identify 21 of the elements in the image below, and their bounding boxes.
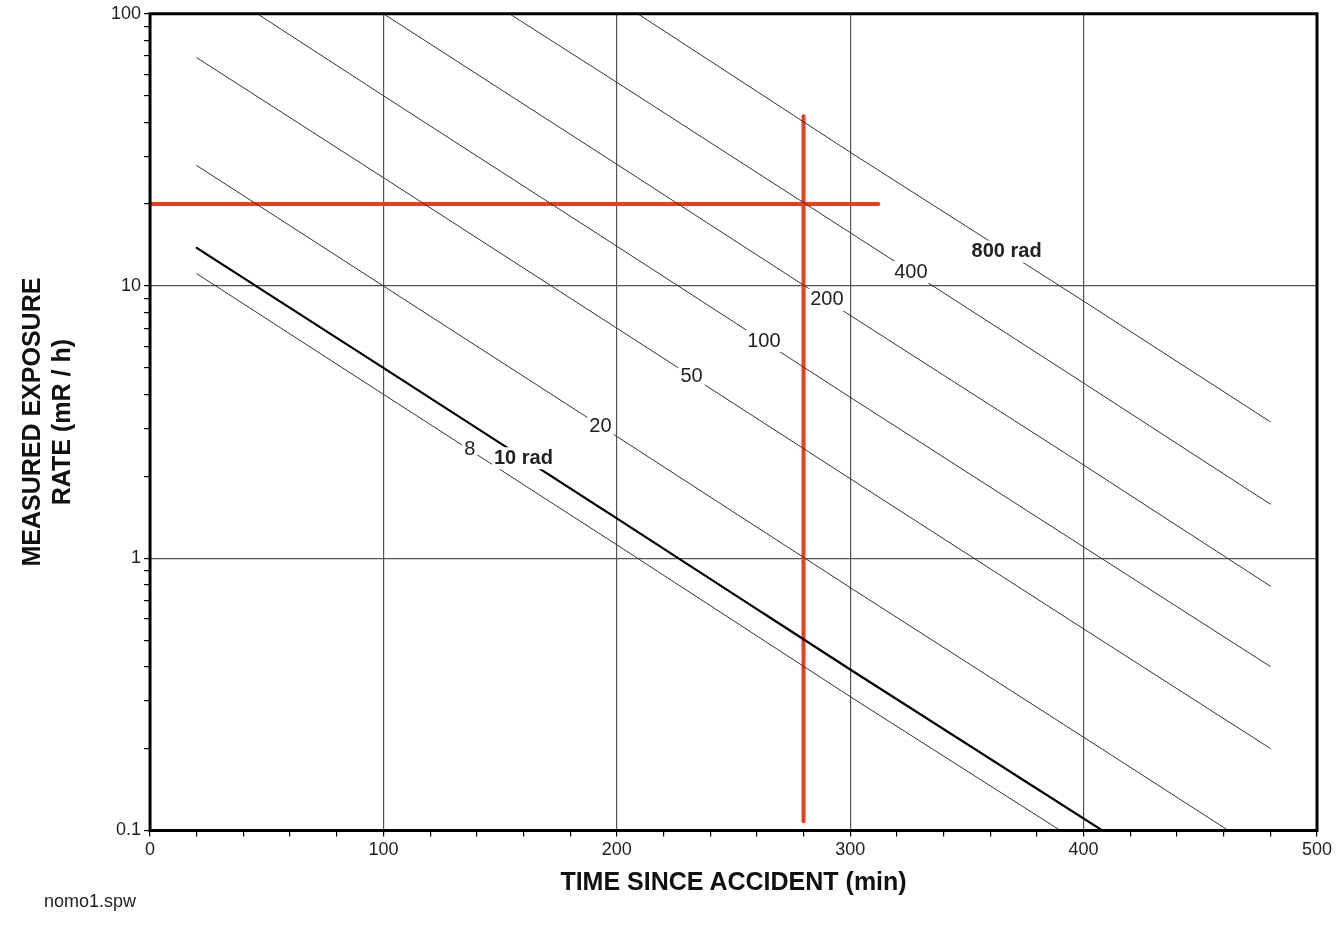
annotation: 10 rad <box>493 445 553 468</box>
y-tick-label: 1 <box>131 547 142 568</box>
annotation: 400 <box>894 259 928 282</box>
annotation: 100 <box>747 328 781 351</box>
annotation: 20 <box>589 413 612 436</box>
y-tick-label: 100 <box>110 2 142 23</box>
annotation: 200 <box>810 287 844 310</box>
annotation: 800 rad <box>971 238 1042 261</box>
y-axis-title: MEASURED EXPOSURE RATE (mR / h) <box>16 277 75 567</box>
y-tick-label: 0.1 <box>116 819 142 840</box>
annotation: 50 <box>680 363 703 386</box>
x-tick-label: 0 <box>145 839 156 860</box>
annotation: 8 <box>464 437 476 460</box>
x-tick-label: 100 <box>368 839 399 860</box>
x-tick-label: 200 <box>601 839 632 860</box>
x-axis-title: TIME SINCE ACCIDENT (min) <box>560 866 907 895</box>
x-tick-label: 400 <box>1068 839 1099 860</box>
x-tick-label: 500 <box>1301 839 1333 860</box>
text: nomo1.spw <box>44 890 138 911</box>
y-tick-label: 10 <box>121 274 142 295</box>
x-tick-label: 300 <box>835 839 866 860</box>
